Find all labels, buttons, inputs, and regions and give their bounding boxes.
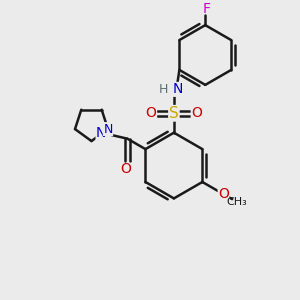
Text: CH₃: CH₃ [226, 197, 247, 207]
Text: O: O [191, 106, 202, 120]
Text: O: O [218, 187, 229, 201]
Text: N: N [173, 82, 183, 96]
Text: N: N [96, 126, 106, 140]
Text: H: H [159, 83, 168, 96]
Text: F: F [203, 2, 211, 16]
Text: S: S [169, 106, 179, 121]
Text: O: O [146, 106, 156, 120]
Text: N: N [103, 123, 112, 136]
Text: O: O [120, 161, 131, 176]
